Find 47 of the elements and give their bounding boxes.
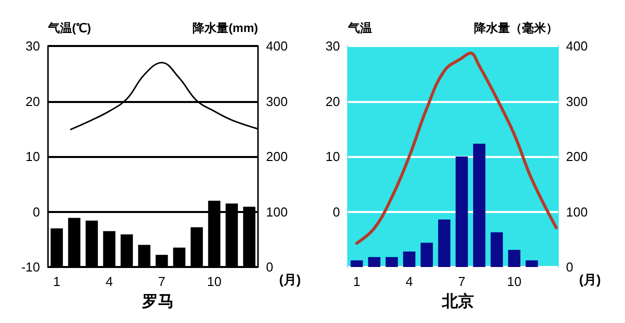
x-tick-label: 4 bbox=[406, 274, 413, 289]
y2-tick-label: 0 bbox=[266, 260, 274, 274]
y-axis-title: 气温 bbox=[347, 21, 372, 35]
y-tick-label: 10 bbox=[26, 149, 40, 164]
text: 罗马 bbox=[141, 294, 174, 310]
y2-tick-label: 100 bbox=[266, 204, 288, 220]
x-tick-label: 7 bbox=[158, 274, 166, 289]
x-axis-title: (月) bbox=[279, 272, 301, 287]
y-tick-label: -10 bbox=[21, 260, 40, 274]
y2-tick-label: 100 bbox=[566, 204, 588, 220]
bar bbox=[508, 250, 520, 267]
bar bbox=[403, 252, 416, 267]
y-tick-label: 30 bbox=[26, 38, 40, 54]
y2-axis-title: 降水量（毫米） bbox=[474, 21, 558, 35]
y-tick-label: 10 bbox=[326, 149, 340, 164]
x-tick-label: 10 bbox=[207, 274, 222, 289]
bar bbox=[473, 144, 486, 267]
bar bbox=[386, 257, 398, 267]
y2-tick-label: 400 bbox=[266, 38, 288, 54]
y-tick-label: 20 bbox=[26, 94, 40, 109]
y2-tick-label: 200 bbox=[266, 149, 288, 164]
bar bbox=[350, 260, 363, 267]
y-tick-label: 0 bbox=[332, 204, 340, 220]
x-tick-label: 7 bbox=[458, 274, 466, 289]
y2-tick-label: 300 bbox=[266, 94, 288, 109]
y2-tick-label: 0 bbox=[566, 260, 574, 274]
x-tick-label: 4 bbox=[106, 274, 113, 289]
y2-tick-label: 400 bbox=[566, 38, 588, 54]
bar bbox=[438, 219, 450, 267]
bar bbox=[456, 156, 468, 267]
line-series bbox=[355, 52, 558, 245]
y2-axis-title: 降水量(mm) bbox=[192, 21, 258, 35]
text: 北京 bbox=[441, 292, 474, 310]
bar bbox=[368, 257, 380, 267]
y2-tick-label: 300 bbox=[566, 94, 588, 109]
x-tick-label: 10 bbox=[507, 274, 522, 289]
y2-tick-label: 200 bbox=[566, 149, 588, 164]
bar bbox=[420, 242, 433, 267]
x-tick-label: 1 bbox=[353, 274, 360, 289]
y-tick-label: 30 bbox=[326, 38, 340, 54]
y-tick-label: 20 bbox=[326, 94, 340, 109]
x-axis-title: (月) bbox=[579, 272, 601, 287]
x-tick-label: 1 bbox=[53, 274, 60, 289]
y-axis-title: 气温(℃) bbox=[47, 21, 91, 35]
y-tick-label: 0 bbox=[32, 204, 40, 220]
bar bbox=[490, 232, 503, 267]
bar bbox=[526, 260, 538, 267]
